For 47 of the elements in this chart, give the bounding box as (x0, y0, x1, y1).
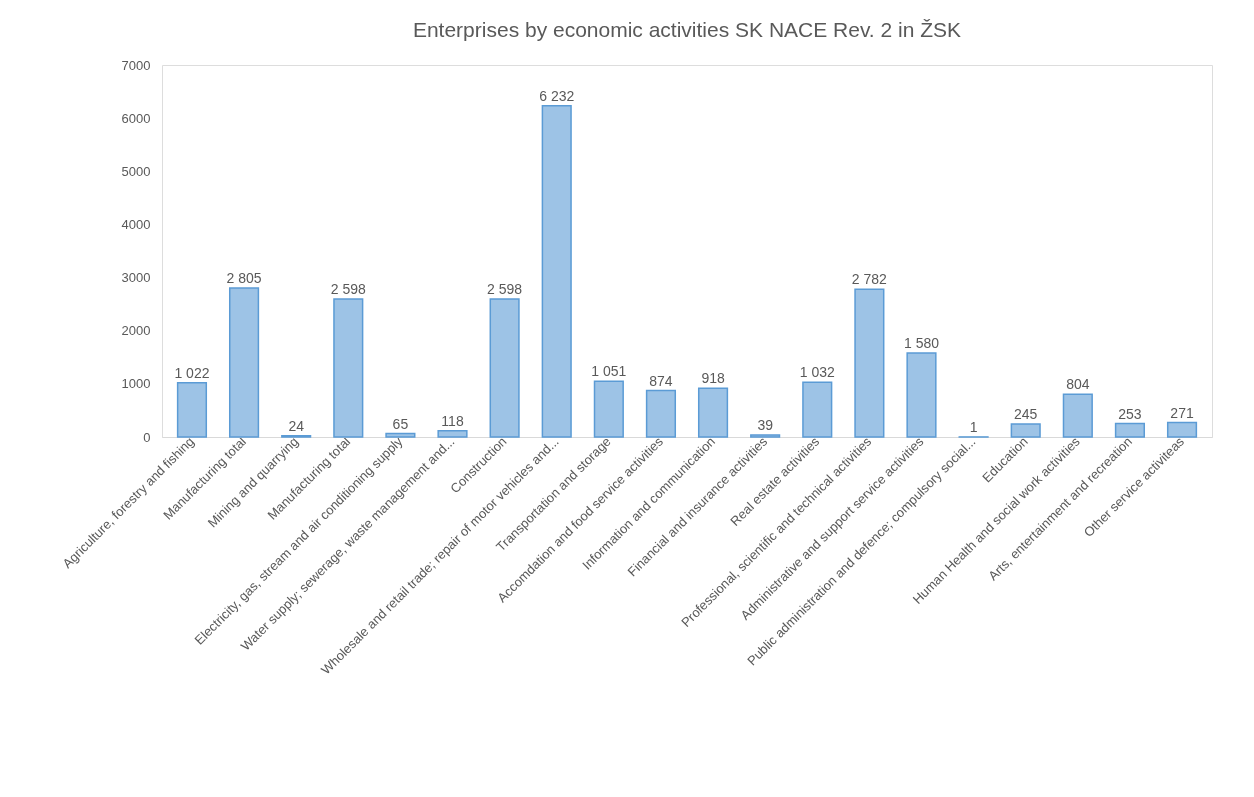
bar (437, 429, 468, 438)
y-tick-label: 1000 (121, 376, 151, 392)
data-label: 24 (288, 417, 305, 434)
bar (1166, 421, 1198, 438)
data-label: 918 (701, 370, 725, 387)
bar (1114, 422, 1146, 438)
y-tick-label: 3000 (121, 270, 151, 286)
data-label: 874 (649, 372, 673, 389)
bar (750, 434, 781, 438)
bar (228, 287, 260, 438)
y-tick-label: 5000 (121, 163, 151, 179)
bar (1062, 393, 1093, 438)
y-tick-label: 4000 (121, 216, 151, 232)
data-label: 1 (969, 418, 978, 435)
y-tick-label: 2000 (121, 323, 151, 339)
data-label: 2 598 (487, 280, 523, 297)
data-label: 65 (392, 415, 409, 432)
data-label: 1 032 (799, 364, 835, 381)
y-tick-label: 0 (143, 429, 151, 445)
data-label: 1 580 (903, 335, 940, 352)
bar (645, 389, 677, 438)
data-label: 6 232 (539, 87, 575, 104)
bar (906, 352, 937, 438)
data-label: 2 782 (851, 271, 888, 288)
bar (333, 298, 364, 438)
data-label: 245 (1014, 405, 1038, 422)
data-label: 1 022 (174, 364, 210, 381)
data-label: 118 (441, 412, 464, 429)
y-tick-label: 6000 (121, 110, 151, 126)
bar (489, 298, 520, 438)
data-label: 271 (1170, 404, 1194, 421)
data-label: 2 805 (226, 269, 262, 286)
y-tick-label: 7000 (121, 57, 151, 73)
data-label: 2 598 (330, 280, 367, 297)
bar (697, 387, 729, 438)
data-label: 804 (1066, 376, 1090, 393)
data-label: 39 (757, 416, 774, 433)
bar (802, 381, 833, 438)
bar (176, 381, 208, 438)
bar (541, 105, 572, 438)
chart-title: Enterprises by economic activities SK NACE Rev. 2 in ŽSK (412, 18, 962, 41)
bar (854, 288, 885, 438)
data-label: 1 051 (591, 363, 627, 380)
bar (385, 432, 416, 438)
data-label: 253 (1118, 405, 1142, 422)
bar (1010, 423, 1041, 438)
bar (593, 380, 624, 438)
